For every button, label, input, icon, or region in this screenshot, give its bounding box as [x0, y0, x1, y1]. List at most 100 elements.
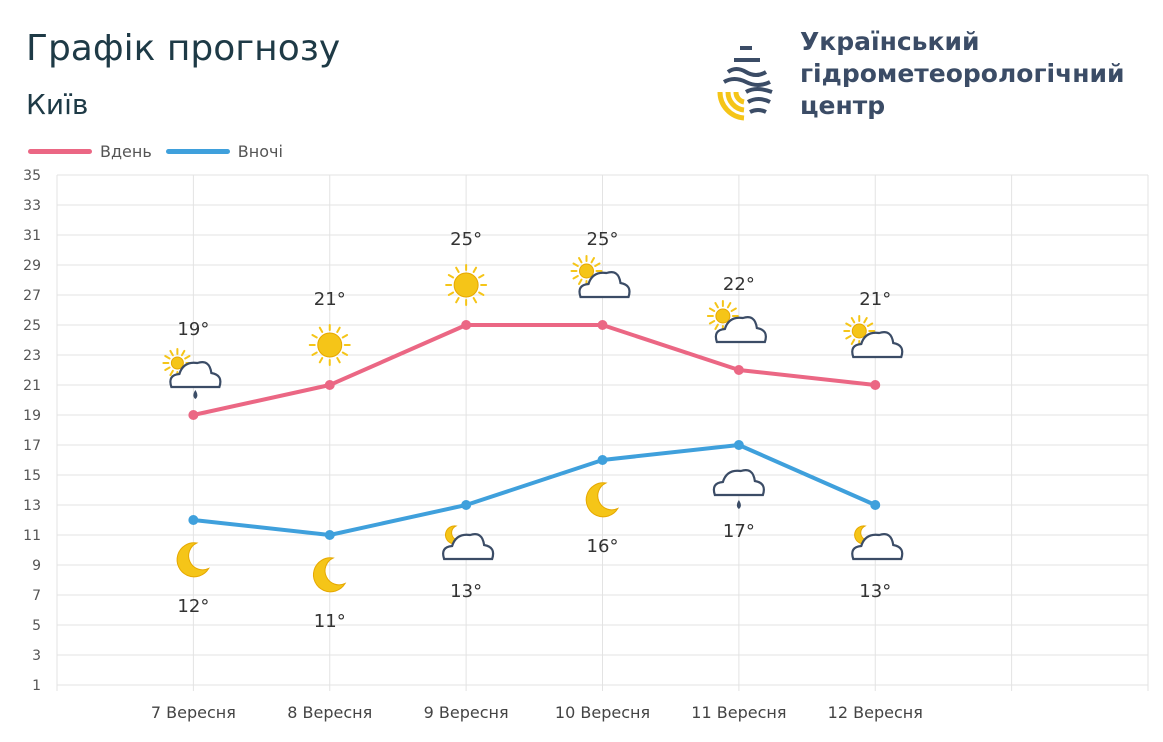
sun-ray: [341, 351, 349, 356]
sun-ray: [714, 323, 719, 330]
y-tick-label: 23: [23, 348, 41, 364]
cloud-icon: [442, 533, 495, 561]
moon-icon: [585, 482, 620, 518]
sun-disc: [317, 332, 343, 358]
sun-ray: [714, 302, 719, 309]
night-data-point: [188, 515, 199, 525]
y-tick-label: 15: [23, 468, 41, 484]
moon-cloud-icon: [851, 525, 904, 561]
moon-icon: [585, 482, 620, 518]
sun-ray: [336, 326, 341, 334]
legend-item-night[interactable]: Вночі: [165, 142, 283, 161]
day-temp-label: 21°: [859, 289, 891, 310]
sun-ray: [863, 317, 868, 324]
sun-ray: [850, 317, 856, 324]
rain-drop-icon: [736, 500, 741, 509]
y-tick-label: 9: [32, 558, 41, 574]
y-tick-label: 7: [32, 588, 41, 604]
sun-icon: [843, 315, 876, 347]
cloud-shape: [851, 533, 904, 561]
y-tick-label: 13: [23, 498, 41, 514]
day-data-point: [324, 380, 335, 390]
sun-ray: [590, 257, 595, 264]
sun-disc: [851, 323, 867, 339]
moon-icon: [176, 542, 210, 578]
sun-icon: [706, 300, 739, 332]
legend-label-night: Вночі: [237, 142, 283, 161]
moon-icon: [312, 557, 347, 593]
x-tick-label: 12 Вересня: [828, 703, 923, 722]
org-name-line-2: гідрометеорологічний: [800, 59, 1125, 88]
sun-ray: [318, 326, 324, 334]
sun-ray: [708, 307, 716, 312]
sun-ray: [866, 322, 874, 327]
day-data-point: [188, 410, 199, 420]
y-tick-label: 1: [32, 678, 41, 694]
cloud-shape: [169, 361, 222, 389]
organization-name: Український гідрометеорологічний центр: [800, 26, 1125, 122]
moon-cloud-icon: [442, 525, 495, 561]
day-data-point: [461, 320, 472, 330]
day-series-line: [192, 323, 876, 417]
sun-icon: [445, 264, 488, 306]
sun-icon: [308, 324, 351, 366]
legend-label-day: Вдень: [100, 142, 152, 161]
y-tick-label: 29: [23, 258, 41, 274]
sun-disc: [579, 263, 594, 279]
night-data-point: [461, 500, 472, 510]
legend-item-day[interactable]: Вдень: [28, 142, 152, 161]
night-data-point: [733, 440, 744, 450]
day-temp-label: 19°: [177, 319, 209, 340]
sun-ray: [311, 351, 318, 356]
sun-ray: [845, 322, 852, 327]
night-temp-label: 11°: [314, 611, 346, 632]
sun-ray: [169, 369, 174, 377]
chart-title: Графік прогнозу: [26, 28, 341, 69]
moon-icon: [176, 542, 210, 578]
moon-shape: [585, 482, 620, 518]
sun-ray: [594, 262, 601, 267]
y-tick-label: 33: [23, 198, 41, 214]
night-temp-label: 13°: [859, 581, 891, 602]
sun-ray: [478, 291, 485, 296]
sun-disc: [170, 356, 184, 370]
night-data-point: [870, 500, 881, 510]
cloud-icon: [851, 533, 904, 561]
night-series-line: [193, 443, 877, 537]
cloud-shape: [851, 331, 904, 359]
moon-icon: [312, 557, 347, 593]
night-data-point: [324, 530, 335, 540]
night-temp-label: 17°: [723, 521, 755, 542]
cloud-icon: [851, 331, 904, 359]
legend-swatch-night: [165, 149, 230, 154]
day-temp-label: 25°: [587, 229, 619, 250]
cloud-icon: [578, 271, 631, 299]
sun-disc: [453, 272, 479, 298]
sun-ray: [472, 266, 478, 274]
day-data-point: [597, 320, 608, 330]
sun-ray: [726, 302, 732, 309]
city-name: Київ: [26, 88, 89, 121]
x-tick-label: 9 Вересня: [424, 703, 509, 722]
sun-icon: [445, 264, 488, 306]
y-tick-label: 35: [23, 168, 41, 184]
night-temp-label: 12°: [177, 596, 209, 617]
legend-swatch-day: [28, 149, 92, 154]
sun-ray: [708, 320, 716, 325]
cloud-shape: [578, 271, 631, 299]
cloud-shape: [442, 533, 495, 561]
rain-drop-icon: [193, 390, 198, 399]
x-tick-label: 8 Вересня: [287, 703, 372, 722]
sun-ray: [447, 291, 455, 296]
sun-ray: [164, 355, 171, 360]
sun-ray: [572, 275, 579, 280]
sun-ray: [478, 274, 485, 279]
y-tick-label: 19: [23, 408, 41, 424]
sun-ray: [169, 349, 174, 357]
sun-ray: [845, 335, 852, 340]
sun-ray: [336, 356, 341, 364]
night-data-point: [597, 455, 608, 465]
day-temp-label: 25°: [450, 229, 482, 250]
organization-logo-block: Український гідрометеорологічний центр: [706, 26, 1156, 126]
